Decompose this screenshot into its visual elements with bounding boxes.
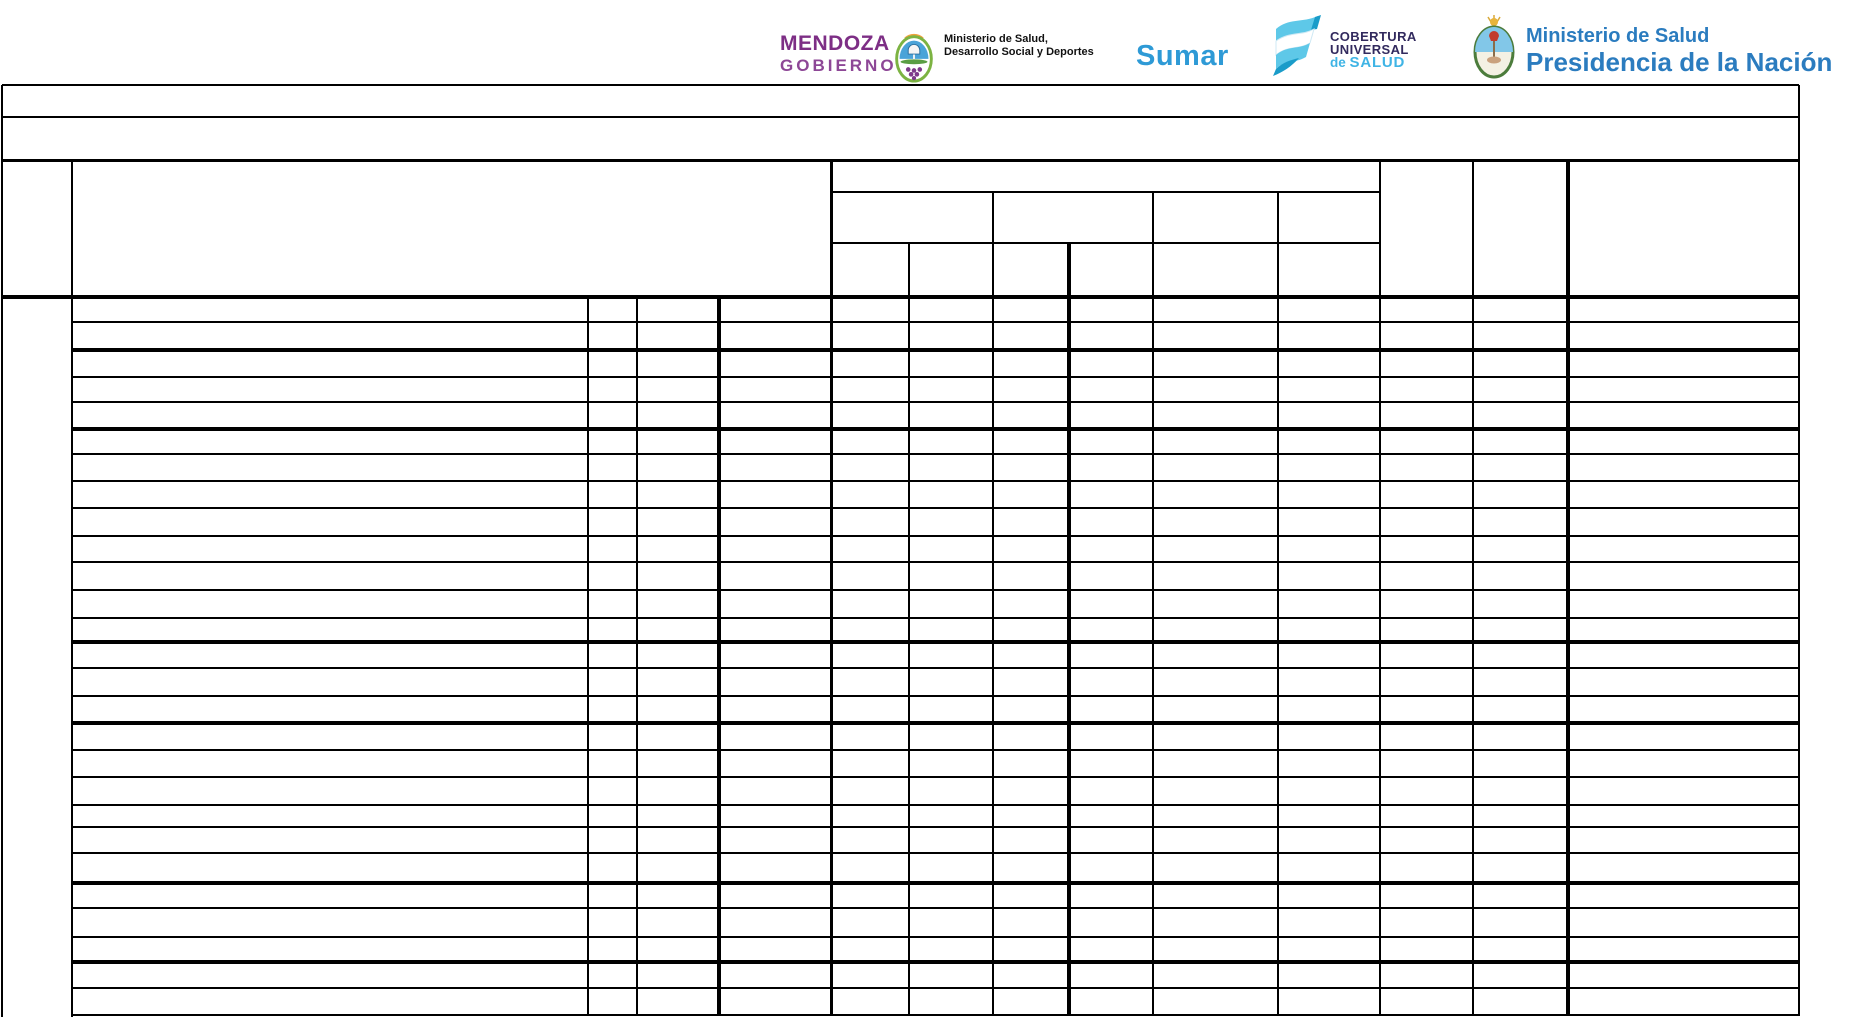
grid-line-h <box>72 695 1799 697</box>
grid-line-h <box>72 561 1799 563</box>
grid-line-h <box>72 535 1799 537</box>
mendoza-ministry-line1: Ministerio de Salud, <box>944 33 1048 45</box>
grid-line-h <box>72 376 1799 378</box>
cus-line3-prefix: de <box>1330 55 1350 70</box>
grid-line-h <box>72 453 1799 455</box>
grid-line-h <box>831 242 1380 244</box>
grid-line-h <box>2 116 1799 118</box>
grid-line-h <box>831 191 1380 193</box>
mendoza-provincial-crest-icon <box>892 29 936 88</box>
grid-line-h <box>72 640 1799 644</box>
cus-line1: COBERTURA <box>1330 29 1417 44</box>
sumar-logo: Sumar <box>1136 40 1229 72</box>
grid-line-h <box>72 401 1799 403</box>
grid-line-v <box>636 297 638 1015</box>
grid-line-h <box>72 427 1799 431</box>
nacion-line2: Presidencia de la Nación <box>1526 47 1833 77</box>
argentina-coat-of-arms-icon <box>1470 14 1518 85</box>
grid-line-v <box>71 160 73 1017</box>
grid-line-h <box>72 776 1799 778</box>
grid-line-h <box>72 936 1799 938</box>
grid-line-h <box>72 348 1799 352</box>
grid-line-v <box>992 192 994 1015</box>
grid-line-v <box>1067 243 1071 1015</box>
grid-line-h <box>72 321 1799 323</box>
mendoza-gobierno-logo: MENDOZA GOBIERNO <box>780 32 897 75</box>
mendoza-logo-line2: GOBIERNO <box>780 56 897 75</box>
grid-line-v <box>1798 85 1800 1016</box>
grid-line-h <box>2 295 1799 299</box>
grid-line-v <box>1379 160 1381 1015</box>
mendoza-ministry-label: Ministerio de Salud, Desarrollo Social y… <box>944 33 1094 58</box>
grid-line-h <box>72 507 1799 509</box>
grid-line-h <box>72 987 1799 989</box>
grid-line-h <box>72 617 1799 619</box>
grid-line-v <box>1277 192 1279 1015</box>
cus-logo-text: COBERTURA UNIVERSAL de SALUD <box>1330 29 1417 71</box>
grid-line-h <box>72 804 1799 806</box>
mendoza-ministry-line2: Desarrollo Social y Deportes <box>944 45 1094 58</box>
grid-line-h <box>72 721 1799 725</box>
grid-line-h <box>72 749 1799 751</box>
grid-line-v <box>1 85 3 1017</box>
cus-line3-word: SALUD <box>1349 54 1406 71</box>
grid-line-v <box>829 160 833 1015</box>
grid-line-v <box>587 297 589 1015</box>
grid-line-h <box>72 960 1799 964</box>
grid-line-h <box>72 907 1799 909</box>
grid-line-h <box>72 826 1799 828</box>
grid-line-v <box>1566 160 1570 1015</box>
grid-line-h <box>72 1014 1799 1016</box>
grid-line-h <box>72 667 1799 669</box>
grid-line-h <box>72 852 1799 854</box>
grid-line-v <box>1472 160 1474 1015</box>
grid-line-h <box>72 589 1799 591</box>
cus-line2: UNIVERSAL <box>1330 41 1409 57</box>
grid-line-h <box>72 881 1799 885</box>
cus-line3: de SALUD <box>1330 54 1417 71</box>
argentine-flag-ribbon-icon <box>1264 13 1324 82</box>
nacion-line1: Ministerio de Salud <box>1526 25 1710 47</box>
nacion-ministry-logo: Ministerio de Salud Presidencia de la Na… <box>1526 25 1832 77</box>
mendoza-logo-line1: MENDOZA <box>780 32 890 55</box>
grid-line-v <box>1152 192 1154 1015</box>
grid-line-h <box>2 84 1799 86</box>
grid-line-v <box>908 243 910 1015</box>
grid-line-h <box>2 158 1799 162</box>
grid-line-v <box>717 297 721 1015</box>
grid-line-h <box>72 480 1799 482</box>
